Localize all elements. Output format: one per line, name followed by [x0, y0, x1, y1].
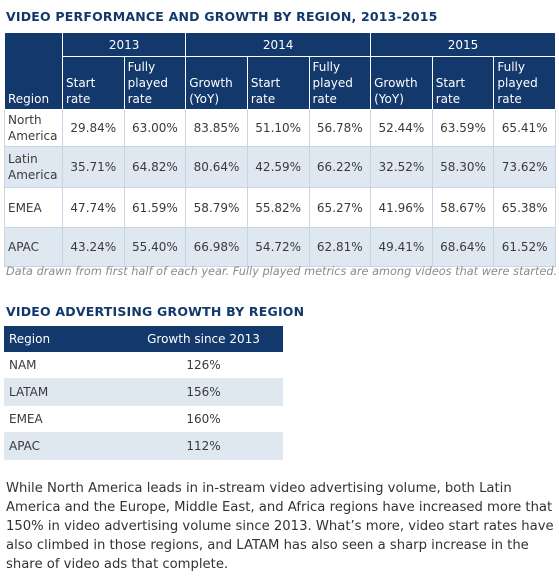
column-header: Fully played rate: [493, 56, 556, 110]
cell: 49.41%: [370, 227, 433, 267]
cell: 54.72%: [246, 227, 310, 267]
column-header: Region: [4, 32, 63, 110]
cell: 66.98%: [185, 227, 248, 267]
column-header: Growth (YoY): [370, 56, 433, 110]
table-row: North America 29.84% 63.00% 83.85% 51.10% 56.…: [4, 109, 556, 147]
cell: 35.71%: [62, 146, 125, 188]
cell: 55.40%: [123, 227, 187, 267]
table-row: APAC 112%: [4, 432, 283, 460]
cell: 160%: [124, 405, 283, 433]
cell: 80.64%: [185, 146, 248, 188]
column-header: Fully played rate: [123, 56, 187, 110]
cell: 63.00%: [123, 109, 187, 147]
row-header: APAC: [4, 432, 124, 460]
cell: 73.62%: [493, 146, 556, 188]
year-header: 2014: [185, 32, 372, 57]
cell: 29.84%: [62, 109, 125, 147]
header-row: Region Growth since 2013: [4, 326, 283, 352]
column-header: Start rate: [246, 56, 310, 110]
cell: 63.59%: [431, 109, 495, 147]
cell: 126%: [124, 352, 283, 379]
cell: 65.38%: [493, 187, 556, 228]
cell: 51.10%: [246, 109, 310, 147]
cell: 58.67%: [431, 187, 495, 228]
header-row: Region 2013 2014 2015: [4, 32, 556, 110]
cell: 42.59%: [246, 146, 310, 188]
column-header: Fully played rate: [308, 56, 372, 110]
cell: 62.81%: [308, 227, 372, 267]
cell: 61.52%: [493, 227, 556, 267]
cell: 83.85%: [185, 109, 248, 147]
column-header: Region: [4, 326, 124, 352]
cell: 65.41%: [493, 109, 556, 147]
row-header: LATAM: [4, 378, 124, 406]
table-row: EMEA 47.74% 61.59% 58.79% 55.82% 65.27% 41.96%…: [4, 187, 556, 228]
row-header: Latin America: [4, 146, 63, 188]
cell: 56.78%: [308, 109, 372, 147]
cell: 65.27%: [308, 187, 372, 228]
table-row: EMEA 160%: [4, 405, 283, 433]
table-row: APAC 43.24% 55.40% 66.98% 54.72% 62.81% 49.41%…: [4, 227, 556, 267]
row-header: EMEA: [4, 187, 63, 228]
column-header: Growth since 2013: [124, 326, 283, 352]
column-header: Growth (YoY): [185, 56, 248, 110]
cell: 68.64%: [431, 227, 495, 267]
section-title: VIDEO ADVERTISING GROWTH BY REGION: [6, 304, 305, 319]
column-header: Start rate: [62, 56, 125, 110]
table-row: Latin America 35.71% 64.82% 80.64% 42.59% 66.…: [4, 146, 556, 188]
header-row: Start rate Fully played rate Growth (YoY) S…: [5, 56, 556, 110]
year-header: 2015: [370, 32, 556, 57]
table-note: Data drawn from first half of each year.…: [6, 265, 558, 278]
cell: 43.24%: [62, 227, 125, 267]
row-header: APAC: [4, 227, 63, 267]
cell: 64.82%: [123, 146, 187, 188]
row-header: North America: [4, 109, 63, 147]
cell: 52.44%: [370, 109, 433, 147]
table-row: NAM 126%: [4, 352, 283, 379]
body-paragraph: While North America leads in in-stream v…: [6, 481, 554, 572]
performance-table: Region 2013 2014 2015 Start rate Fully played…: [4, 32, 556, 267]
section-title: VIDEO PERFORMANCE AND GROWTH BY REGION, …: [6, 9, 438, 24]
advertising-table: Region Growth since 2013 NAM 126% LATAM 156% E…: [4, 326, 283, 460]
cell: 66.22%: [308, 146, 372, 188]
cell: 55.82%: [246, 187, 310, 228]
cell: 156%: [124, 378, 283, 406]
table-row: LATAM 156%: [4, 378, 283, 406]
year-header: 2013: [61, 32, 187, 57]
cell: 58.30%: [431, 146, 495, 188]
cell: 32.52%: [370, 146, 433, 188]
cell: 112%: [124, 432, 283, 460]
cell: 58.79%: [185, 187, 248, 228]
column-header: Start rate: [431, 56, 495, 110]
row-header: EMEA: [4, 405, 124, 433]
cell: 61.59%: [123, 187, 187, 228]
cell: 41.96%: [370, 187, 433, 228]
cell: 47.74%: [62, 187, 125, 228]
row-header: NAM: [4, 352, 124, 379]
